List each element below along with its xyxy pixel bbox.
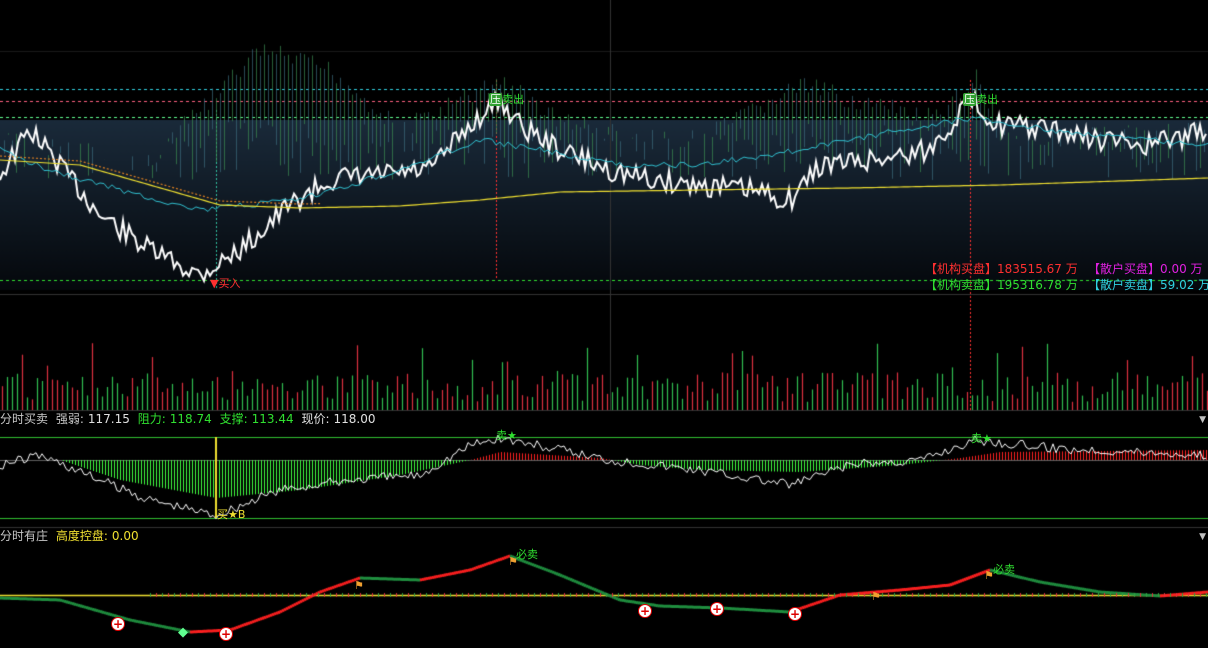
runner-icon: ⚑ [354, 579, 364, 592]
retail-sell-value: 59.02 万 [1160, 278, 1208, 292]
resist-value: 118.74 [169, 412, 212, 426]
indicator1-header: 分时买卖 强弱: 117.15 阻力: 118.74 支撑: 113.44 现价: 11… [0, 411, 380, 427]
plus-circle-icon: + [788, 607, 802, 621]
diamond-icon: ◆ [178, 625, 188, 640]
pressure-badge-2: 压 [963, 93, 976, 106]
ind1-sell-mark-2: 卖★ [971, 432, 992, 445]
price-label: 现价: [301, 412, 330, 426]
chevron-down-icon[interactable]: ▼ [1199, 415, 1206, 425]
plus-circle-icon: + [219, 627, 233, 641]
retail-buy-legend: 【散户买盘】0.00 万 [1088, 262, 1203, 276]
inst-buy-value: 183515.67 万 [997, 262, 1078, 276]
retail-buy-value: 0.00 万 [1160, 262, 1203, 276]
ind1-buy-mark: 买★B [217, 508, 246, 521]
support-label: 支撑: [219, 412, 248, 426]
chevron-down-icon[interactable]: ▼ [1199, 532, 1206, 542]
inst-sell-legend: 【机构卖盘】195316.78 万 [925, 278, 1078, 292]
control-label: 高度控盘: [55, 529, 108, 543]
retail-sell-label: 【散户卖盘】 [1088, 278, 1161, 292]
retail-buy-label: 【散户买盘】 [1088, 262, 1161, 276]
plus-circle-icon: + [638, 604, 652, 618]
sell-out-marker-2: 压卖出 [963, 93, 998, 106]
ind2-sell-mark-1: 必卖 [516, 548, 538, 561]
support-value: 113.44 [251, 412, 294, 426]
strength-value: 117.15 [87, 412, 130, 426]
sell-out-marker-1: 压卖出 [489, 93, 524, 106]
inst-sell-value: 195316.78 万 [997, 278, 1078, 292]
plus-circle-icon: + [710, 602, 724, 616]
indicator2-header: 分时有庄 高度控盘: 0.00 [0, 528, 143, 544]
strength-label: 强弱: [55, 412, 84, 426]
control-value: 0.00 [111, 529, 139, 543]
inst-buy-legend: 【机构买盘】183515.67 万 [925, 262, 1078, 276]
runner-icon: ⚑ [984, 569, 994, 582]
indicator1-name: 分时买卖 [0, 412, 49, 426]
plus-circle-icon: + [111, 617, 125, 631]
runner-icon: ⚑ [508, 555, 518, 568]
ind2-sell-mark-2: 必卖 [993, 563, 1015, 576]
ind1-sell-mark-1: 卖★ [496, 429, 517, 442]
inst-buy-label: 【机构买盘】 [925, 262, 998, 276]
price-value: 118.00 [333, 412, 376, 426]
retail-sell-legend: 【散户卖盘】59.02 万 [1088, 278, 1208, 292]
buy-in-marker: ▼买入 [210, 277, 241, 290]
resist-label: 阻力: [137, 412, 166, 426]
runner-icon: ⚑ [871, 590, 881, 603]
pressure-badge-1: 压 [489, 93, 502, 106]
indicator2-name: 分时有庄 [0, 529, 49, 543]
inst-sell-label: 【机构卖盘】 [925, 278, 998, 292]
